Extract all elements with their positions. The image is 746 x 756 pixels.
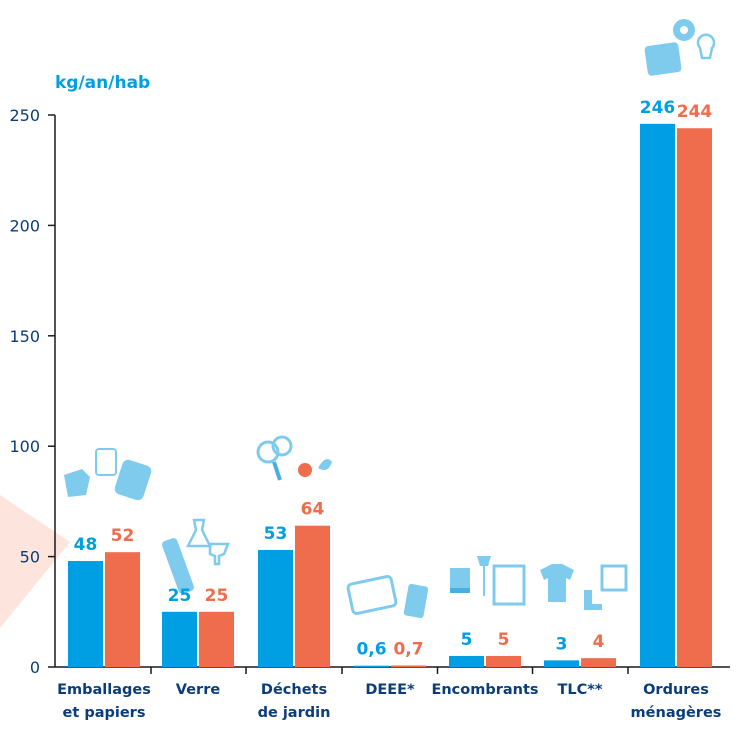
bar	[295, 525, 330, 667]
bar	[258, 549, 293, 667]
data-label: 3	[556, 634, 568, 654]
household-waste-icon	[644, 19, 716, 76]
data-label: 5	[498, 630, 510, 650]
category-label: Ordures	[643, 682, 709, 698]
category-label: DEEE*	[365, 682, 415, 698]
y-tick-label: 0	[30, 658, 40, 677]
bar	[544, 660, 579, 667]
bar	[199, 611, 234, 667]
bar	[68, 561, 103, 667]
data-label: 52	[111, 526, 135, 546]
data-label: 25	[205, 586, 229, 606]
y-tick-label: 100	[9, 437, 40, 456]
bar	[162, 611, 197, 667]
clothing-icon	[540, 564, 628, 610]
y-axis-unit-label: kg/an/hab	[55, 73, 150, 93]
data-label: 48	[74, 535, 98, 555]
y-tick-label: 50	[20, 548, 40, 567]
glass-bottles-icon	[162, 518, 230, 594]
packaging-icon	[64, 448, 152, 501]
y-tick-label: 200	[9, 216, 40, 235]
data-label: 0,6	[356, 640, 386, 660]
bar	[581, 658, 616, 667]
data-label: 246	[640, 98, 676, 118]
bar	[486, 655, 521, 667]
data-label: 53	[264, 524, 288, 544]
bar	[391, 665, 426, 667]
category-label: Verre	[176, 682, 221, 698]
category-label: ménagères	[631, 705, 722, 721]
decorative-triangle	[0, 495, 70, 628]
furniture-icon	[450, 556, 526, 606]
category-label: Déchets	[261, 682, 327, 698]
y-tick-label: 250	[9, 106, 40, 125]
data-label: 64	[301, 500, 325, 520]
data-label: 25	[168, 586, 192, 606]
bar	[354, 665, 389, 667]
bar	[677, 128, 712, 668]
category-label: Emballages	[57, 682, 151, 698]
electronics-icon	[346, 574, 429, 619]
data-label: 0,7	[393, 639, 423, 659]
data-label: 4	[593, 632, 605, 652]
data-label: 244	[677, 102, 713, 122]
category-label: Encombrants	[431, 682, 538, 698]
garden-waste-icon	[256, 435, 332, 481]
y-tick-label: 150	[9, 327, 40, 346]
category-label: et papiers	[63, 705, 146, 721]
bar	[449, 655, 484, 667]
bar	[105, 552, 140, 667]
data-label: 5	[461, 630, 473, 650]
category-label: TLC**	[558, 682, 603, 698]
bar	[640, 123, 675, 667]
category-label: de jardin	[258, 705, 331, 721]
